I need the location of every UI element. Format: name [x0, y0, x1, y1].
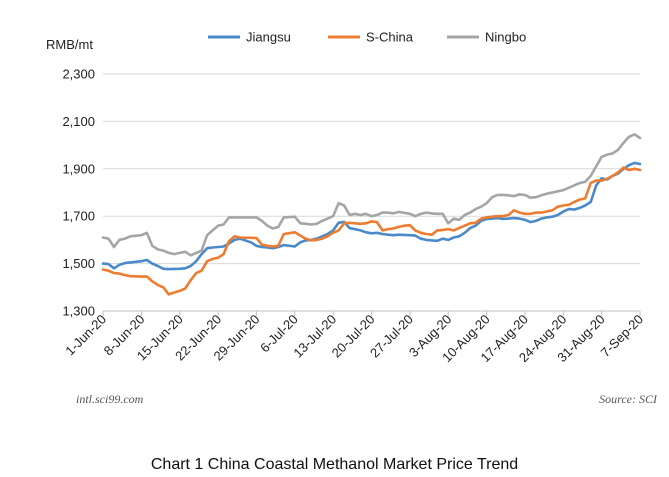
series-line-s-china [101, 166, 642, 296]
series-line-ningbo [101, 133, 642, 257]
gridlines [103, 73, 640, 312]
y-tick-label: 2,300 [62, 67, 95, 82]
line-chart: 1,300 1,500 1,700 1,900 2,100 2,300 1-Jun-208… [46, 30, 658, 407]
y-axis-unit-label: RMB/mt [46, 37, 93, 52]
chart-caption: Chart 1 China Coastal Methanol Market Pr… [150, 456, 519, 473]
series-line-jiangsu [101, 161, 642, 271]
y-tick-label: 2,100 [62, 114, 95, 129]
y-axis-ticks: 1,300 1,500 1,700 1,900 2,100 2,300 [62, 67, 95, 319]
legend: Jiangsu S-China Ningbo [208, 30, 526, 45]
x-axis-ticks: 1-Jun-208-Jun-2015-Jun-2022-Jun-2029-Jun… [62, 311, 646, 365]
y-tick-label: 1,500 [62, 256, 95, 271]
source-credit: Source: SCI [599, 392, 658, 406]
legend-label-jiangsu: Jiangsu [246, 30, 291, 45]
legend-label-s-china: S-China [366, 30, 414, 45]
y-tick-label: 1,700 [62, 209, 95, 224]
x-tick-label: 7-Sep-20 [598, 312, 646, 360]
y-tick-label: 1,300 [62, 304, 95, 319]
x-tick-label: 1-Jun-20 [62, 312, 109, 359]
website-credit: intl.sci99.com [76, 392, 144, 406]
y-tick-label: 1,900 [62, 161, 95, 176]
legend-label-ningbo: Ningbo [485, 30, 526, 45]
series-lines [101, 133, 642, 296]
